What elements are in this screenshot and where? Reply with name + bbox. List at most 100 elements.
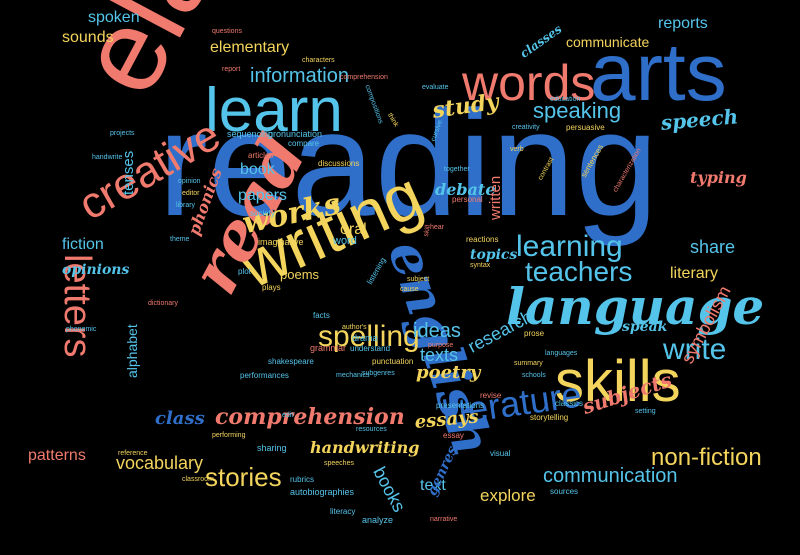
cloud-word: editor <box>182 190 200 197</box>
cloud-word: storytelling <box>530 413 569 422</box>
cloud-word: dictionary <box>148 300 178 307</box>
cloud-word: class <box>155 408 205 429</box>
cloud-word: syntax <box>470 262 491 269</box>
cloud-word: purpose <box>428 342 454 349</box>
cloud-word: genres <box>424 443 462 499</box>
cloud-word: spelling <box>318 320 420 353</box>
cloud-word: sharing <box>257 443 287 453</box>
cloud-word: pronunciation <box>268 129 323 139</box>
cloud-word: together <box>444 166 470 173</box>
cloud-word: autobiographies <box>290 487 355 497</box>
cloud-word: subject <box>407 276 430 283</box>
cloud-word: creativity <box>512 124 540 131</box>
cloud-word: learning <box>516 230 623 263</box>
cloud-word: reactions <box>466 235 499 244</box>
cloud-word: articles <box>248 151 274 160</box>
cloud-word: sequencing <box>227 129 274 139</box>
cloud-word: schools <box>522 372 546 379</box>
cloud-word: literacy <box>330 507 356 516</box>
cloud-word: verb <box>510 146 524 153</box>
cloud-word: alphabet <box>124 324 140 378</box>
cloud-word: teachers <box>525 256 633 287</box>
cloud-word: comprehension <box>215 404 405 430</box>
cloud-word: handwriting <box>310 438 420 457</box>
cloud-word: oral <box>340 221 367 238</box>
cloud-word: punctuation <box>372 357 414 366</box>
cloud-word: grammar <box>310 343 347 353</box>
cloud-word: imaginative <box>258 237 304 247</box>
cloud-word: persuasive <box>566 123 605 132</box>
cloud-word: facts <box>313 311 330 320</box>
cloud-word: edit <box>282 412 294 419</box>
cloud-word: handwrite <box>92 154 123 161</box>
cloud-word: plays <box>262 283 281 292</box>
cloud-word: skills <box>555 349 681 414</box>
cloud-word: narrative <box>430 516 458 523</box>
cloud-word: sources <box>550 487 579 496</box>
cloud-word: opinions <box>62 262 130 278</box>
cloud-word: speak <box>622 319 668 335</box>
cloud-word: revise <box>480 391 502 400</box>
cloud-word: performances <box>240 371 289 380</box>
cloud-word: non-fiction <box>651 444 762 471</box>
cloud-word: essay <box>443 431 464 440</box>
cloud-word: setting <box>635 408 656 415</box>
cloud-word: languages <box>545 350 578 357</box>
cloud-word: speaking <box>533 98 622 123</box>
cloud-word: reports <box>658 15 708 32</box>
cloud-word: texts <box>420 345 459 365</box>
cloud-word: ideas <box>413 320 461 342</box>
cloud-word: written <box>487 175 504 220</box>
cloud-word: topics <box>470 247 518 263</box>
cloud-word: literary <box>670 265 719 282</box>
cloud-word: society <box>250 209 275 218</box>
cloud-word: reference <box>118 450 148 457</box>
cloud-word: sounds <box>62 29 114 46</box>
cloud-word: words <box>462 55 596 111</box>
cloud-word: language <box>506 277 765 336</box>
cloud-word: analyze <box>362 515 394 525</box>
cloud-word: compare <box>288 139 320 148</box>
cloud-word: visual <box>490 449 511 458</box>
cloud-word: spoken <box>88 9 140 26</box>
cloud-word: understand <box>350 344 391 353</box>
cloud-word: cause <box>400 286 419 293</box>
cloud-word: rubrics <box>290 475 315 484</box>
cloud-word: tenses <box>120 150 137 195</box>
cloud-word: opinion <box>178 178 201 185</box>
cloud-word: resources <box>356 426 387 433</box>
cloud-word: communication <box>543 465 678 487</box>
cloud-word: plot <box>238 267 251 276</box>
cloud-word: summary <box>514 360 543 367</box>
cloud-word: text <box>420 477 446 494</box>
cloud-word: reading <box>158 79 659 247</box>
cloud-word: performing <box>212 432 246 439</box>
cloud-word: classics <box>555 399 584 408</box>
cloud-word: theme <box>170 236 190 243</box>
cloud-word: drama <box>352 333 378 343</box>
cloud-word: education <box>550 96 581 103</box>
cloud-word: discussions <box>318 159 360 168</box>
cloud-word: classroom <box>182 476 214 483</box>
cloud-word: arts <box>590 27 727 118</box>
cloud-word: author's <box>342 324 367 331</box>
cloud-word: library <box>176 202 196 209</box>
cloud-word: books <box>369 463 410 516</box>
cloud-word: personal <box>452 195 483 204</box>
cloud-word: typing <box>690 168 747 187</box>
cloud-word: learn <box>205 76 343 145</box>
cloud-word: subgenres <box>362 370 395 377</box>
cloud-word: explore <box>480 486 536 505</box>
cloud-word: characters <box>302 57 335 64</box>
cloud-word: speech <box>659 104 740 135</box>
cloud-word: poems <box>280 267 320 282</box>
cloud-word: debate <box>435 180 496 199</box>
cloud-word: poetry <box>416 362 481 383</box>
cloud-word: speeches <box>324 460 354 467</box>
cloud-word: elementary <box>210 39 290 56</box>
cloud-word: evaluate <box>422 84 449 91</box>
cloud-word: write <box>663 333 727 366</box>
cloud-word: prose <box>524 329 545 338</box>
cloud-word: share <box>690 237 736 257</box>
